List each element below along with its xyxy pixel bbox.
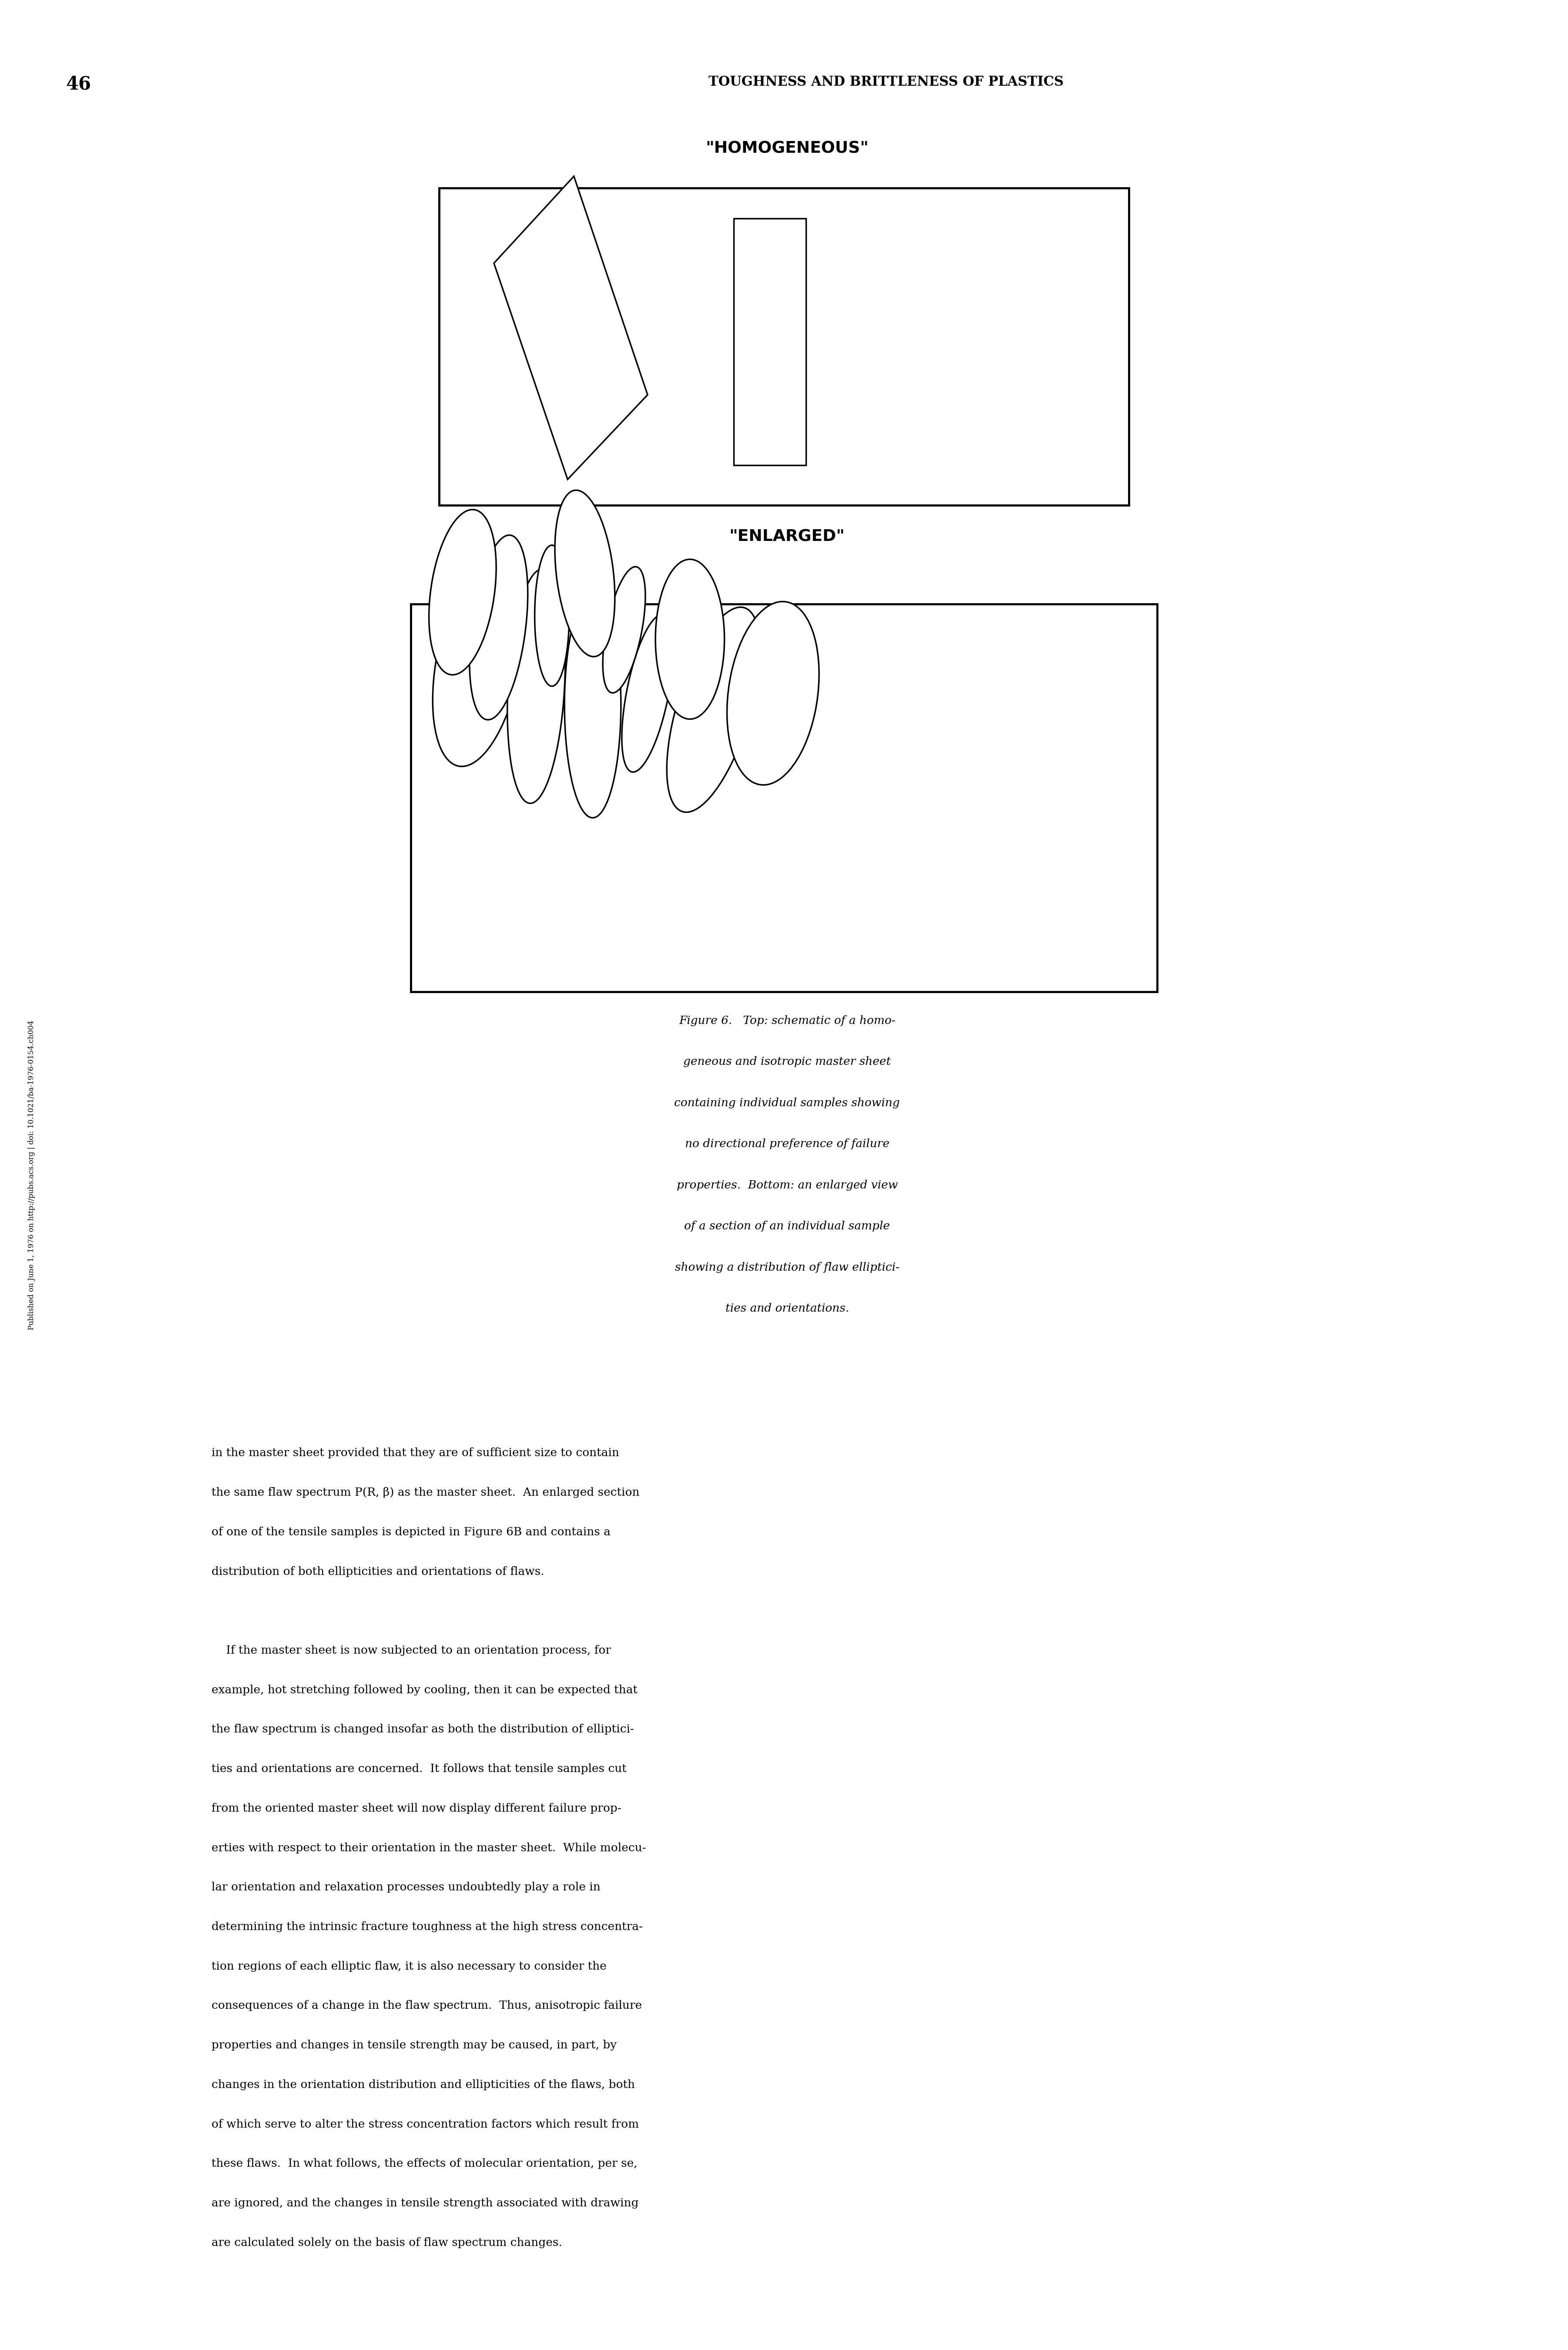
Text: of one of the tensile samples is depicted in Figure 6B and contains a: of one of the tensile samples is depicte… bbox=[212, 1528, 610, 1537]
Text: in the master sheet provided that they are of sufficient size to contain: in the master sheet provided that they a… bbox=[212, 1448, 619, 1459]
Text: geneous and isotropic master sheet: geneous and isotropic master sheet bbox=[684, 1058, 891, 1067]
Ellipse shape bbox=[469, 536, 528, 719]
Text: Published on June 1, 1976 on http://pubs.acs.org | doi: 10.1021/ba-1976-0154.ch0: Published on June 1, 1976 on http://pubs… bbox=[28, 1020, 34, 1330]
Text: erties with respect to their orientation in the master sheet.  While molecu-: erties with respect to their orientation… bbox=[212, 1842, 646, 1854]
Ellipse shape bbox=[655, 559, 724, 719]
Ellipse shape bbox=[666, 606, 760, 813]
Text: showing a distribution of flaw elliptici-: showing a distribution of flaw elliptici… bbox=[674, 1262, 900, 1274]
Text: TOUGHNESS AND BRITTLENESS OF PLASTICS: TOUGHNESS AND BRITTLENESS OF PLASTICS bbox=[709, 75, 1063, 89]
Text: the flaw spectrum is changed insofar as both the distribution of elliptici-: the flaw spectrum is changed insofar as … bbox=[212, 1725, 633, 1734]
Ellipse shape bbox=[602, 566, 646, 693]
Text: are calculated solely on the basis of flaw spectrum changes.: are calculated solely on the basis of fl… bbox=[212, 2237, 563, 2249]
Text: of a section of an individual sample: of a section of an individual sample bbox=[684, 1222, 891, 1231]
Text: tion regions of each elliptic flaw, it is also necessary to consider the: tion regions of each elliptic flaw, it i… bbox=[212, 1960, 607, 1972]
Ellipse shape bbox=[622, 613, 673, 773]
Text: changes in the orientation distribution and ellipticities of the flaws, both: changes in the orientation distribution … bbox=[212, 2080, 635, 2089]
Text: If the master sheet is now subjected to an orientation process, for: If the master sheet is now subjected to … bbox=[212, 1645, 612, 1657]
Text: from the oriented master sheet will now display different failure prop-: from the oriented master sheet will now … bbox=[212, 1802, 621, 1814]
Text: distribution of both ellipticities and orientations of flaws.: distribution of both ellipticities and o… bbox=[212, 1565, 544, 1577]
Ellipse shape bbox=[508, 569, 564, 804]
Ellipse shape bbox=[728, 602, 818, 785]
Ellipse shape bbox=[564, 592, 621, 818]
Text: properties.  Bottom: an enlarged view: properties. Bottom: an enlarged view bbox=[676, 1180, 898, 1191]
Text: consequences of a change in the flaw spectrum.  Thus, anisotropic failure: consequences of a change in the flaw spe… bbox=[212, 2000, 643, 2012]
Text: ties and orientations are concerned.  It follows that tensile samples cut: ties and orientations are concerned. It … bbox=[212, 1762, 627, 1774]
Polygon shape bbox=[494, 176, 648, 479]
Ellipse shape bbox=[535, 545, 569, 686]
Text: "ENLARGED": "ENLARGED" bbox=[729, 529, 845, 545]
Bar bbox=[734, 219, 806, 465]
Text: no directional preference of failure: no directional preference of failure bbox=[685, 1140, 889, 1149]
Text: example, hot stretching followed by cooling, then it can be expected that: example, hot stretching followed by cool… bbox=[212, 1685, 638, 1694]
Ellipse shape bbox=[430, 510, 495, 674]
Text: of which serve to alter the stress concentration factors which result from: of which serve to alter the stress conce… bbox=[212, 2120, 640, 2129]
Text: the same flaw spectrum P(R, β) as the master sheet.  An enlarged section: the same flaw spectrum P(R, β) as the ma… bbox=[212, 1488, 640, 1497]
Text: "HOMOGENEOUS": "HOMOGENEOUS" bbox=[706, 141, 869, 157]
Text: these flaws.  In what follows, the effects of molecular orientation, per se,: these flaws. In what follows, the effect… bbox=[212, 2157, 638, 2169]
Text: containing individual samples showing: containing individual samples showing bbox=[674, 1097, 900, 1109]
Text: 46: 46 bbox=[66, 75, 91, 94]
Text: lar orientation and relaxation processes undoubtedly play a role in: lar orientation and relaxation processes… bbox=[212, 1882, 601, 1892]
Ellipse shape bbox=[555, 491, 615, 656]
Text: ties and orientations.: ties and orientations. bbox=[726, 1302, 848, 1314]
Text: properties and changes in tensile strength may be caused, in part, by: properties and changes in tensile streng… bbox=[212, 2040, 616, 2052]
Bar bbox=[411, 604, 1157, 992]
Bar bbox=[439, 188, 1129, 505]
Text: determining the intrinsic fracture toughness at the high stress concentra-: determining the intrinsic fracture tough… bbox=[212, 1922, 643, 1932]
Ellipse shape bbox=[433, 559, 524, 766]
Text: are ignored, and the changes in tensile strength associated with drawing: are ignored, and the changes in tensile … bbox=[212, 2197, 638, 2209]
Text: Figure 6.   Top: schematic of a homo-: Figure 6. Top: schematic of a homo- bbox=[679, 1015, 895, 1027]
